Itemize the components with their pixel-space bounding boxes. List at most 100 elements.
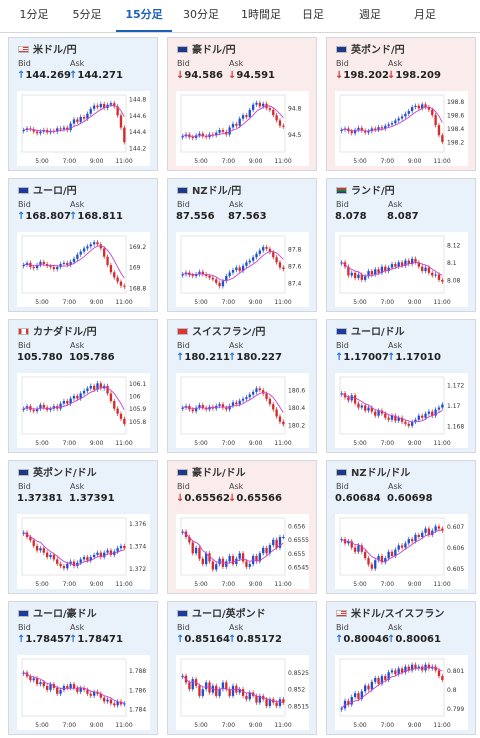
pair-title[interactable]: ユーロ/ドル — [336, 323, 405, 338]
bid-label: Bid — [336, 341, 349, 350]
currency-card[interactable]: ユーロ/英ポンド Bid Ask ↑0.85164 ↑0.85172 0.8525 0.85… — [167, 601, 317, 735]
x-tick-label: 11:00 — [433, 722, 450, 729]
pair-title[interactable]: 英ポンド/ドル — [18, 464, 97, 479]
pair-title[interactable]: ユーロ/英ポンド — [177, 605, 266, 620]
y-tick-label: 0.799 — [447, 706, 464, 713]
price-chart[interactable]: 1.788 1.786 1.784 5:00 7:00 9:00 11:00 — [17, 655, 150, 730]
x-tick-label: 9:00 — [90, 299, 104, 306]
candle-body — [340, 539, 343, 541]
pair-title[interactable]: ユーロ/豪ドル — [18, 605, 97, 620]
pair-title[interactable]: 豪ドル/ドル — [177, 464, 246, 479]
ask-value: ↑1.78471 — [69, 634, 123, 645]
candle-body — [258, 553, 262, 562]
candle-body — [353, 129, 357, 134]
ask-label: Ask — [229, 482, 244, 491]
price-chart[interactable]: 1.376 1.374 1.372 5:00 7:00 9:00 11:00 — [17, 514, 150, 589]
price-chart[interactable]: 87.8 87.6 87.4 5:00 7:00 9:00 11:00 — [176, 232, 309, 307]
price-chart[interactable]: 169.2 169 168.8 5:00 7:00 9:00 11:00 — [17, 232, 150, 307]
candle-body — [347, 397, 350, 401]
candle-body — [62, 401, 66, 404]
currency-card[interactable]: NZドル/ドル Bid Ask 0.60684 0.60698 0.607 0.606 0.6… — [326, 460, 476, 594]
moving-average-line — [23, 532, 125, 566]
x-tick-label: 5:00 — [353, 299, 367, 306]
pair-title[interactable]: カナダドル/円 — [18, 323, 97, 338]
price-chart[interactable]: 0.656 0.6555 0.655 0.6545 5:00 7:00 9:00 11:00 — [176, 514, 309, 589]
currency-card[interactable]: ユーロ/豪ドル Bid Ask ↑1.78457 ↑1.78471 1.788 1.786 1… — [8, 601, 158, 735]
pair-title[interactable]: スイスフラン/円 — [177, 323, 265, 338]
tab-4[interactable]: 1時間足 — [241, 8, 281, 21]
tab-3[interactable]: 30分足 — [183, 8, 219, 21]
tab-2[interactable]: 15分足 — [116, 0, 172, 32]
bid-label: Bid — [177, 482, 190, 491]
price-chart[interactable]: 0.8525 0.852 0.8515 5:00 7:00 9:00 11:00 — [176, 655, 309, 730]
tab-7[interactable]: 月足 — [414, 8, 436, 21]
price-chart[interactable]: 144.8 144.6 144.4 144.2 5:00 7:00 9:00 11:00 — [17, 91, 150, 166]
candle-body — [397, 118, 400, 121]
currency-card[interactable]: ランド/円 Bid Ask 8.078 8.087 8.12 8.1 8.08 5:00 7:00… — [326, 178, 476, 312]
pair-title[interactable]: ユーロ/円 — [18, 182, 77, 197]
currency-card[interactable]: ユーロ/ドル Bid Ask ↑1.17007 ↑1.17010 1.172 1.17 1.1… — [326, 319, 476, 453]
price-chart[interactable]: 106.1 106 105.9 105.8 5:00 7:00 9:00 11:00 — [17, 373, 150, 448]
currency-card[interactable]: 米ドル/スイスフラン Bid Ask ↑0.80046 ↑0.80061 0.801 0.8… — [326, 601, 476, 735]
pair-title[interactable]: 豪ドル/円 — [177, 41, 236, 56]
candle-body — [390, 123, 394, 125]
y-tick-label: 94.8 — [288, 106, 302, 113]
candlestick-svg: 0.801 0.8 0.799 5:00 7:00 9:00 11:00 — [339, 658, 464, 729]
candle-body — [198, 133, 201, 136]
candle-body — [221, 404, 225, 408]
candle-body — [441, 528, 444, 531]
pair-title[interactable]: 英ポンド/円 — [336, 41, 405, 56]
price-chart[interactable]: 8.12 8.1 8.08 5:00 7:00 9:00 11:00 — [335, 232, 468, 307]
candle-body — [437, 125, 441, 136]
candle-body — [218, 130, 221, 133]
currency-card[interactable]: 豪ドル/円 Bid Ask ↓94.586 ↓94.591 94.8 94.5 5:00 7:0… — [167, 37, 317, 171]
candlestick-svg: 106.1 106 105.9 105.8 5:00 7:00 9:00 11:00 — [21, 376, 146, 447]
currency-card[interactable]: 豪ドル/ドル Bid Ask ↓0.65562 ↓0.65566 0.656 0.6555 0… — [167, 460, 317, 594]
tab-1[interactable]: 5分足 — [72, 8, 102, 21]
currency-card[interactable]: 英ポンド/ドル Bid Ask 1.37381 1.37391 1.376 1.374 1.3… — [8, 460, 158, 594]
pair-title[interactable]: ランド/円 — [336, 182, 395, 197]
pair-title[interactable]: NZドル/円 — [177, 182, 241, 197]
currency-card[interactable]: ユーロ/円 Bid Ask ↑168.807 ↑168.811 169.2 169 168.8… — [8, 178, 158, 312]
candle-body — [340, 262, 343, 264]
candle-body — [417, 105, 421, 109]
y-tick-label: 168.8 — [129, 285, 146, 292]
candle-body — [29, 676, 32, 681]
plot-frame — [21, 94, 127, 153]
price-chart[interactable]: 198.8 198.6 198.4 198.2 5:00 7:00 9:00 11:00 — [335, 91, 468, 166]
candle-body — [79, 687, 82, 692]
price-chart[interactable]: 94.8 94.5 5:00 7:00 9:00 11:00 — [176, 91, 309, 166]
pair-title[interactable]: 米ドル/スイスフラン — [336, 605, 444, 620]
x-tick-label: 11:00 — [274, 440, 291, 447]
currency-card[interactable]: 米ドル/円 Bid Ask ↑144.269 ↑144.271 144.8 144.6 144… — [8, 37, 158, 171]
tab-5[interactable]: 日足 — [302, 8, 324, 21]
price-chart[interactable]: 0.801 0.8 0.799 5:00 7:00 9:00 11:00 — [335, 655, 468, 730]
pair-title[interactable]: NZドル/ドル — [336, 464, 410, 479]
y-tick-label: 0.6545 — [288, 564, 309, 571]
price-chart[interactable]: 180.6 180.4 180.2 5:00 7:00 9:00 11:00 — [176, 373, 309, 448]
currency-card[interactable]: 英ポンド/円 Bid Ask ↓198.202 ↓198.209 198.8 198.6 19… — [326, 37, 476, 171]
bid-label: Bid — [336, 59, 349, 68]
candle-body — [374, 128, 377, 130]
y-tick-label: 1.374 — [129, 543, 146, 550]
currency-card[interactable]: NZドル/円 Bid Ask 87.556 87.563 87.8 87.6 87.4 5:00… — [167, 178, 317, 312]
price-chart[interactable]: 0.607 0.606 0.605 5:00 7:00 9:00 11:00 — [335, 514, 468, 589]
plot-frame — [21, 517, 127, 576]
currency-card[interactable]: カナダドル/円 Bid Ask 105.780 105.786 106.1 106 105.9… — [8, 319, 158, 453]
y-tick-label: 1.372 — [129, 566, 146, 573]
y-tick-label: 87.8 — [288, 246, 302, 253]
candle-body — [417, 262, 421, 267]
candle-body — [248, 109, 251, 117]
candle-body — [410, 664, 414, 671]
candlestick-svg: 94.8 94.5 5:00 7:00 9:00 11:00 — [180, 94, 302, 165]
candle-body — [380, 266, 384, 273]
ask-label: Ask — [70, 59, 85, 68]
candle-body — [404, 543, 407, 548]
price-chart[interactable]: 1.172 1.17 1.168 5:00 7:00 9:00 11:00 — [335, 373, 468, 448]
tab-6[interactable]: 週足 — [359, 8, 381, 21]
pair-title[interactable]: 米ドル/円 — [18, 41, 77, 56]
candle-body — [384, 558, 387, 563]
tab-0[interactable]: 1分足 — [19, 8, 49, 21]
candle-body — [407, 539, 410, 544]
currency-card[interactable]: スイスフラン/円 Bid Ask ↑180.211 ↑180.227 180.6 180.4… — [167, 319, 317, 453]
